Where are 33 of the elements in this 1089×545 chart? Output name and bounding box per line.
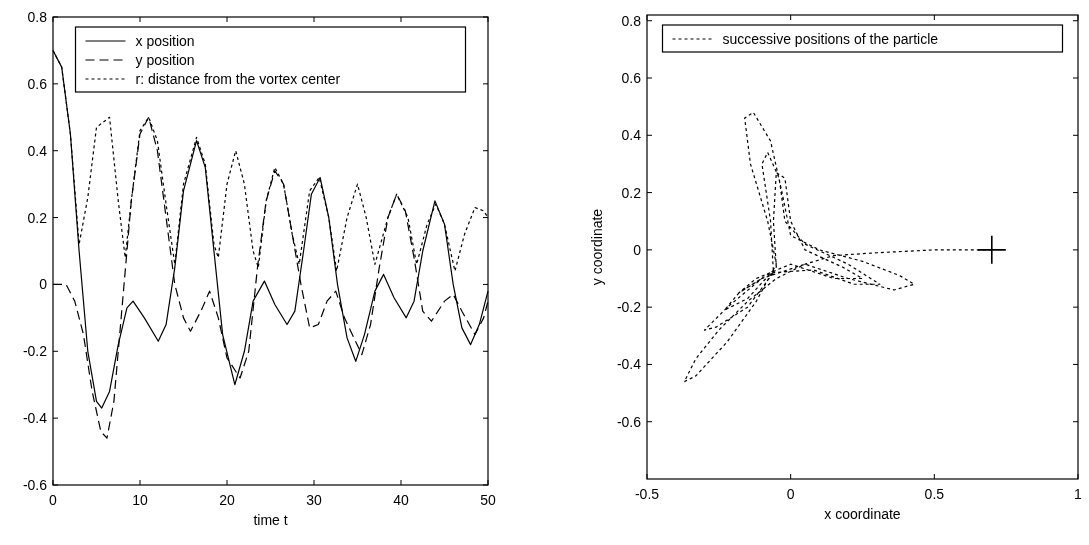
x-tick-label: 40 <box>393 492 409 508</box>
x-tick-label: 30 <box>306 492 322 508</box>
y-tick-label: 0.2 <box>27 209 48 226</box>
y-tick-label: 0.6 <box>621 70 642 87</box>
legend-label: y position <box>135 52 195 68</box>
y-tick-label: 0.8 <box>27 9 48 25</box>
y-tick-label: -0.6 <box>616 413 642 430</box>
y-tick-label: -0.4 <box>616 356 642 373</box>
y-axis-title: y coordinate <box>589 208 605 286</box>
y-tick-label: -0.2 <box>616 299 642 316</box>
legend-label: r: distance from the vortex center <box>135 71 341 87</box>
y-tick-label: 0.4 <box>621 127 642 144</box>
y-tick-label: 0.8 <box>621 12 642 29</box>
x-tick-label: 0 <box>49 492 58 508</box>
y-tick-label: 0.6 <box>27 75 48 92</box>
y-tick-label: 0.2 <box>621 184 642 201</box>
x-tick-label: 10 <box>132 492 148 508</box>
x-tick-label: -0.5 <box>634 486 660 502</box>
x-tick-label: 1 <box>1074 486 1083 502</box>
y-tick-label: 0 <box>633 241 642 258</box>
y-tick-label: 0 <box>39 276 48 293</box>
x-tick-label: 20 <box>219 492 235 508</box>
x-tick-label: 50 <box>480 492 496 508</box>
x-axis-title: x coordinate <box>824 506 901 522</box>
legend-label: x position <box>135 33 195 49</box>
y-tick-label: -0.2 <box>22 343 48 360</box>
x-tick-label: 0 <box>786 486 795 502</box>
x-axis-title: time t <box>253 512 288 528</box>
x-tick-label: 0.5 <box>924 486 945 502</box>
y-tick-label: -0.4 <box>22 410 48 427</box>
y-tick-label: -0.6 <box>22 477 48 493</box>
legend-label: successive positions of the particle <box>722 31 939 47</box>
y-tick-label: 0.4 <box>27 142 48 159</box>
